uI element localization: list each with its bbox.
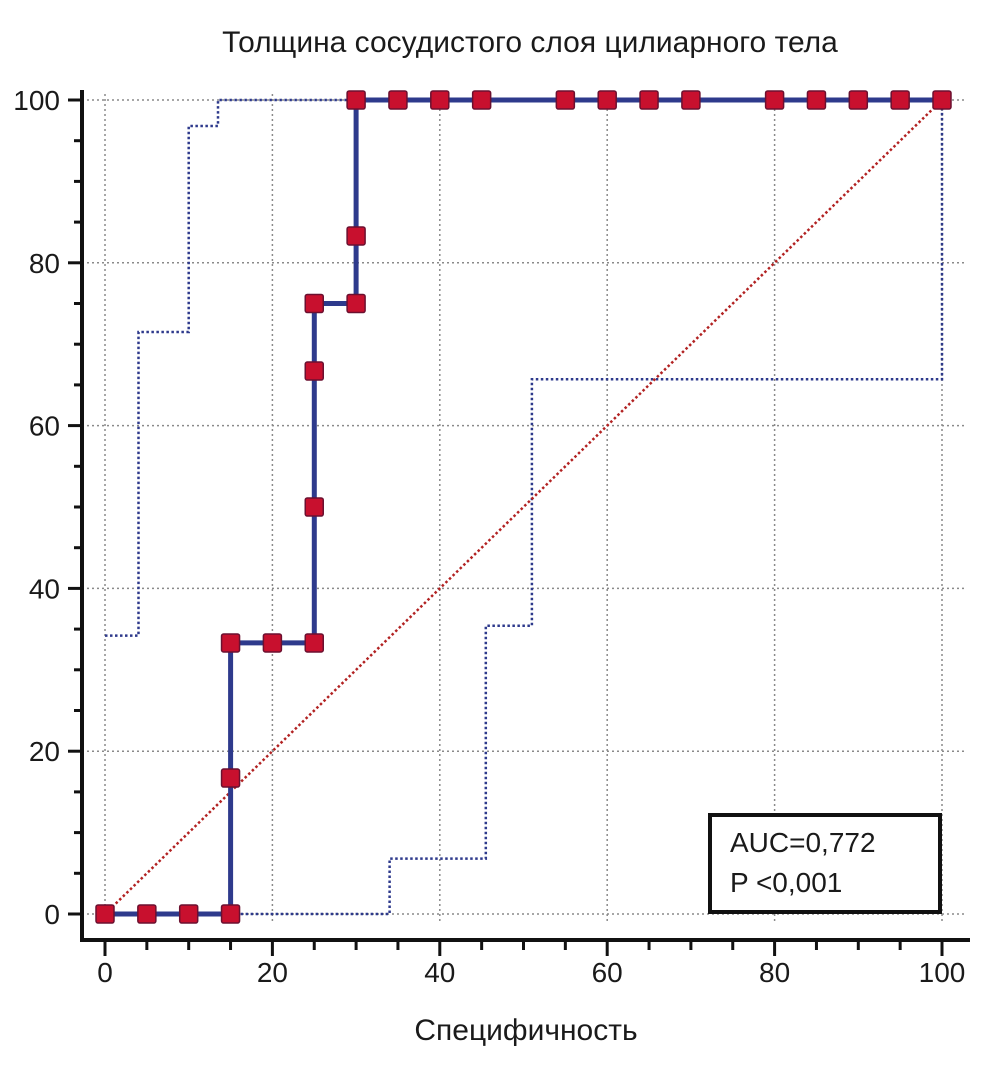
x-tick-label: 0 <box>97 957 113 988</box>
roc-point-marker <box>806 90 827 110</box>
roc-point-marker <box>304 293 324 314</box>
lower-ci-line <box>230 100 944 916</box>
roc-point-marker <box>178 904 199 924</box>
roc-point-marker <box>932 90 952 110</box>
y-tick-label: 40 <box>29 573 60 604</box>
auc-legend-box: AUC=0,772 P <0,001 <box>708 813 942 914</box>
roc-point-marker <box>639 90 659 110</box>
roc-line <box>105 97 942 917</box>
auc-value: AUC=0,772 <box>730 827 876 858</box>
grid <box>82 94 965 922</box>
roc-point-marker <box>890 90 910 110</box>
roc-point-marker <box>430 90 450 110</box>
axes <box>80 90 970 942</box>
y-tick-label: 60 <box>29 411 60 442</box>
roc-point-marker <box>304 361 324 381</box>
x-tick-label: 100 <box>919 957 966 988</box>
roc-point-marker <box>681 90 701 110</box>
y-tick-label: 100 <box>13 85 60 116</box>
roc-point-marker <box>95 904 115 924</box>
roc-point-marker <box>346 293 366 314</box>
roc-point-marker <box>137 904 157 924</box>
ticks: 0 20 40 60 80 100 0 20 40 60 80 100 <box>13 85 965 988</box>
roc-point-marker <box>304 633 324 653</box>
x-tick-label: 60 <box>592 957 623 988</box>
roc-point-marker <box>346 90 366 110</box>
chart-title: Толщина сосудистого слоя цилиарного тела <box>222 26 838 59</box>
roc-point-marker <box>346 226 366 246</box>
roc-point-marker <box>262 633 283 653</box>
roc-point-marker <box>471 90 492 110</box>
x-tick-label: 40 <box>424 957 455 988</box>
x-tick-label: 80 <box>759 957 790 988</box>
p-value: P <0,001 <box>730 867 842 898</box>
y-tick-label: 0 <box>44 899 60 930</box>
upper-ci-line <box>105 98 357 637</box>
roc-point-marker <box>848 90 869 110</box>
roc-point-marker <box>220 633 241 653</box>
series-layer <box>104 97 944 917</box>
roc-point-marker <box>304 497 324 517</box>
markers-layer <box>95 90 952 924</box>
roc-point-marker <box>220 768 241 788</box>
y-tick-label: 80 <box>29 248 60 279</box>
x-tick-label: 20 <box>257 957 288 988</box>
roc-point-marker <box>764 90 785 110</box>
roc-point-marker <box>555 90 576 110</box>
roc-point-marker <box>220 904 241 924</box>
legend-frame <box>708 813 942 914</box>
roc-point-marker <box>388 90 408 110</box>
roc-point-marker <box>597 90 617 110</box>
x-axis-label: Специфичность <box>414 1014 637 1047</box>
y-tick-label: 20 <box>29 736 60 767</box>
